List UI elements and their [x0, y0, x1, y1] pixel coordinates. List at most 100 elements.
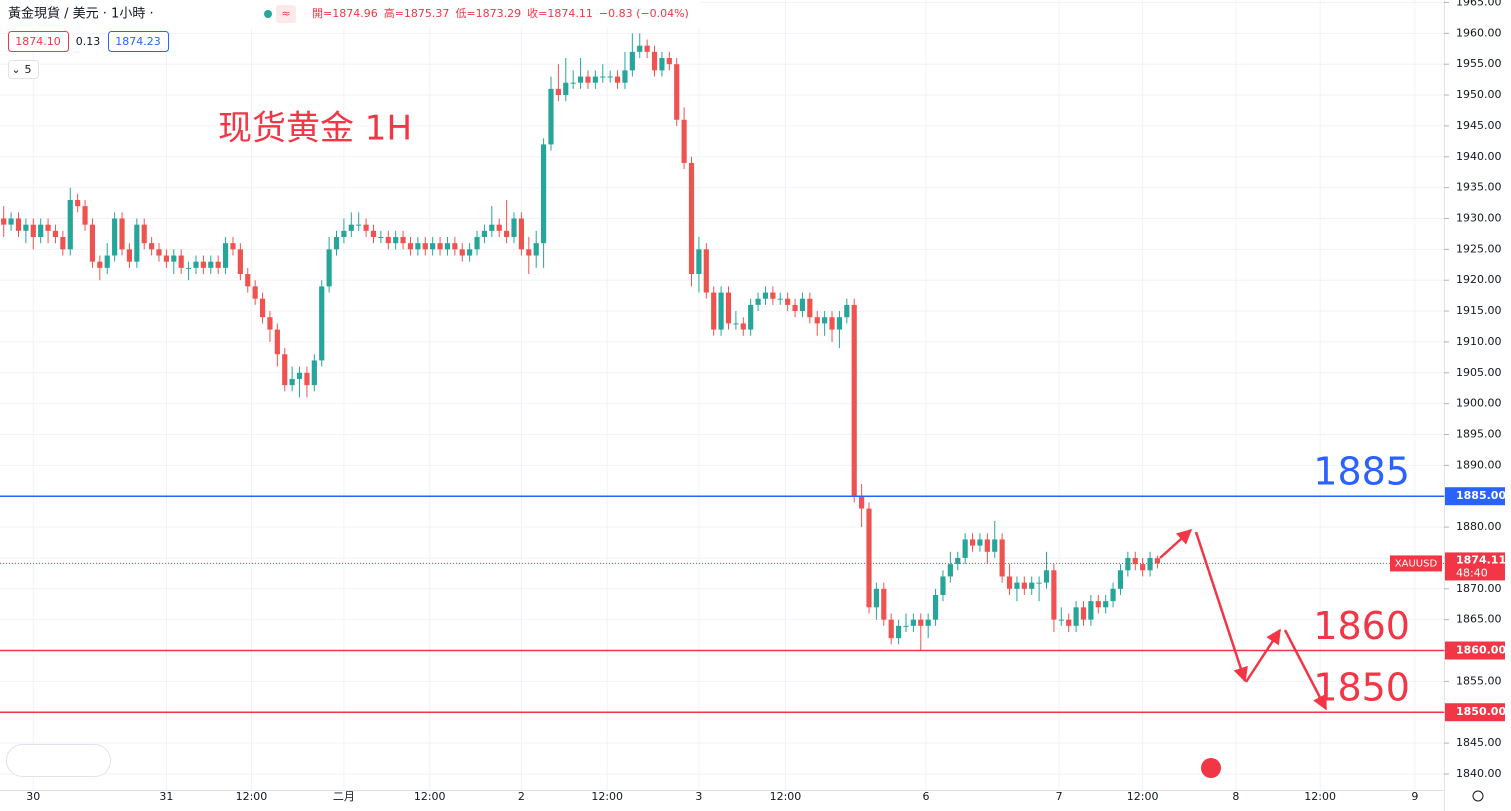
- candle-body: [703, 249, 709, 293]
- candle-body: [577, 76, 584, 83]
- candle-body: [918, 619, 924, 626]
- candle-body: [222, 243, 229, 268]
- ask-box[interactable]: [108, 31, 169, 52]
- x-tick-label: 8: [1232, 790, 1239, 803]
- candle-body: [622, 70, 628, 83]
- candle-body: [422, 243, 428, 250]
- candle-body: [430, 243, 436, 250]
- candle-body: [326, 249, 332, 287]
- bid-box[interactable]: [8, 31, 69, 52]
- y-tick-label: 1905.00: [1456, 366, 1502, 379]
- forecast-arrows: [1159, 528, 1328, 711]
- event-flag[interactable]: [1201, 758, 1221, 778]
- candle-body: [237, 249, 243, 275]
- candle-body: [252, 286, 258, 299]
- candle-body: [718, 292, 724, 330]
- candle-body: [829, 317, 835, 330]
- candle-body: [681, 119, 687, 163]
- candle-body: [1014, 582, 1020, 589]
- candle-body: [666, 58, 672, 65]
- candle-body: [348, 224, 354, 231]
- y-tick-label: 1950.00: [1456, 88, 1502, 101]
- ohlc-value: −0.83 (−0.04%): [599, 7, 689, 20]
- level-tag-bg: [1445, 641, 1505, 660]
- symbol-tag-bg: [1390, 555, 1442, 572]
- candle-body: [962, 539, 968, 558]
- candle-body: [740, 323, 746, 330]
- candle-body: [112, 218, 118, 256]
- candle-body: [296, 372, 303, 379]
- candle-body: [733, 323, 739, 325]
- candle-body: [725, 292, 732, 324]
- candle-body: [89, 224, 96, 262]
- candle-body: [171, 255, 177, 262]
- candle-body: [1073, 607, 1079, 626]
- x-tick-label: 6: [922, 790, 929, 803]
- y-tick-label: 1845.00: [1456, 736, 1502, 749]
- candle-body: [52, 230, 59, 237]
- settings[interactable]: [1472, 790, 1484, 802]
- candle-body: [304, 372, 310, 386]
- candle-body: [659, 58, 665, 71]
- candle-body: [814, 317, 820, 324]
- candle-body: [134, 224, 140, 262]
- ohlc-value: 高=1875.37: [384, 6, 450, 20]
- x-tick-label: 2: [518, 790, 525, 803]
- candle-body: [119, 218, 125, 250]
- y-tick-label: 1930.00: [1456, 211, 1502, 224]
- level-tag-bg: [1445, 487, 1505, 506]
- candle-body: [474, 237, 480, 250]
- candle-body: [533, 243, 539, 256]
- candle-body: [215, 261, 221, 268]
- candle-body: [674, 64, 680, 120]
- candle-body: [489, 224, 495, 231]
- candle-body: [511, 218, 517, 237]
- candle-body: [452, 243, 458, 250]
- symbol-tag: XAUUSD: [1395, 558, 1438, 569]
- candle-body: [518, 218, 524, 250]
- y-tick-label: 1925.00: [1456, 242, 1502, 255]
- y-tick-label: 1855.00: [1456, 674, 1502, 687]
- candle-body: [807, 298, 813, 318]
- y-tick-label: 1940.00: [1456, 150, 1502, 163]
- candle-body: [437, 243, 443, 250]
- candle-body: [836, 317, 843, 330]
- candle-body: [38, 224, 44, 237]
- x-tick-label: 12:00: [236, 790, 268, 803]
- candle-body: [1036, 582, 1042, 584]
- candle-body: [1080, 607, 1087, 620]
- candle-body: [644, 45, 650, 52]
- level-label: 1860: [1313, 604, 1410, 648]
- candle-body: [570, 82, 576, 84]
- candle-body: [770, 292, 776, 299]
- chevron: ⌄: [11, 63, 20, 76]
- candle-body: [629, 51, 635, 71]
- candle-body: [193, 261, 199, 268]
- toolbar-pill[interactable]: [6, 744, 111, 777]
- candle-body: [526, 249, 532, 256]
- x-tick-label: 3: [695, 790, 702, 803]
- candle-body: [407, 243, 414, 250]
- candle-body: [481, 230, 488, 237]
- candle-body: [1, 218, 7, 225]
- candle-body: [1140, 564, 1146, 571]
- candle-body: [75, 199, 81, 207]
- last-tag-bg: [1445, 552, 1505, 581]
- candle-body: [822, 317, 828, 324]
- ohlc-value: 開=1874.96: [312, 7, 378, 20]
- candle-body: [792, 304, 798, 312]
- y-tick-label: 1960.00: [1456, 26, 1502, 39]
- ask: 1874.23: [115, 35, 161, 48]
- candle-body: [688, 162, 695, 275]
- candle-body: [400, 237, 406, 244]
- header-bg: [0, 0, 700, 28]
- candle-body: [230, 243, 236, 250]
- indicator-toggle[interactable]: [8, 60, 39, 79]
- last-tag: 1874.11: [1456, 553, 1506, 566]
- candle-body: [585, 76, 591, 83]
- candle-body: [149, 243, 155, 250]
- candle-body: [977, 539, 983, 546]
- candle-body: [1095, 601, 1101, 608]
- candle-body: [563, 82, 569, 96]
